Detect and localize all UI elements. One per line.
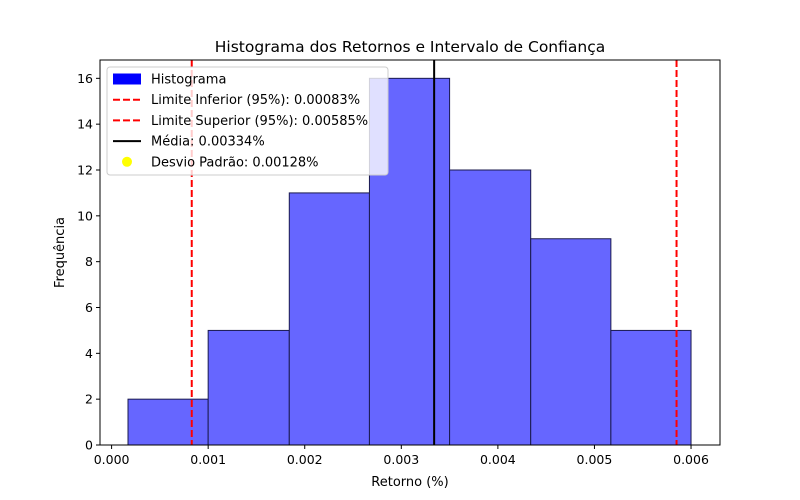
histogram-bar-2 (207, 329, 290, 446)
legend-entry-1: Histograma (113, 73, 226, 88)
legend-label: Histograma (151, 73, 226, 88)
legend-entry-3: Limite Superior (95%): 0.00585% (113, 114, 368, 129)
legend-label: Limite Superior (95%): 0.00585% (151, 114, 368, 129)
plot-frame (99, 59, 721, 446)
legend-label: Desvio Padrão: 0.00128% (151, 155, 319, 170)
x-tick-label-5: 0.005 (577, 452, 613, 467)
y-tick-label-0: 0 (85, 438, 93, 453)
legend-box (106, 66, 389, 176)
y-tick-label-6: 12 (77, 163, 93, 178)
legend-swatch (122, 156, 132, 167)
legend-entry-4: Média: 0.00334% (113, 135, 265, 150)
chart-title: Histograma dos Retornos e Intervalo de C… (215, 38, 606, 56)
y-tick-label-1: 2 (85, 392, 93, 407)
x-tick-label-2: 0.002 (287, 452, 323, 467)
x-axis-label: Retorno (%) (371, 475, 448, 490)
x-axis-ticks: 0.000 0.001 0.002 0.003 0.004 0.005 0.006 (94, 445, 709, 467)
histogram-bar-5 (449, 169, 532, 446)
x-tick-label-0: 0.000 (94, 452, 130, 467)
y-tick-label-2: 4 (85, 346, 93, 361)
legend-entry-2: Limite Inferior (95%): 0.00083% (113, 93, 360, 108)
y-tick-label-5: 10 (77, 208, 93, 223)
histogram-bar-7 (610, 329, 692, 446)
x-tick-label-3: 0.003 (383, 452, 419, 467)
y-axis-label: Frequência (53, 217, 68, 288)
legend-label: Média: 0.00334% (151, 135, 265, 150)
y-axis-ticks: 0 2 4 6 8 10 12 14 16 (77, 71, 100, 453)
y-tick-label-7: 14 (77, 117, 93, 132)
x-tick-label-6: 0.006 (673, 452, 709, 467)
y-tick-label-3: 6 (85, 300, 93, 315)
y-tick-label-8: 16 (77, 71, 93, 86)
legend-label: Limite Inferior (95%): 0.00083% (151, 93, 360, 108)
histogram-bar-1 (127, 398, 209, 446)
y-tick-label-4: 8 (85, 254, 93, 269)
legend-entry-5: Desvio Padrão: 0.00128% (122, 155, 319, 170)
x-tick-label-1: 0.001 (190, 452, 226, 467)
legend: Histograma Limite Inferior (95%): 0.00083… (106, 66, 389, 176)
x-tick-label-4: 0.004 (480, 452, 516, 467)
bars-group (127, 77, 692, 446)
histogram-bar-6 (530, 238, 612, 446)
legend-swatch (113, 73, 141, 85)
histogram-bar-3 (288, 192, 370, 446)
